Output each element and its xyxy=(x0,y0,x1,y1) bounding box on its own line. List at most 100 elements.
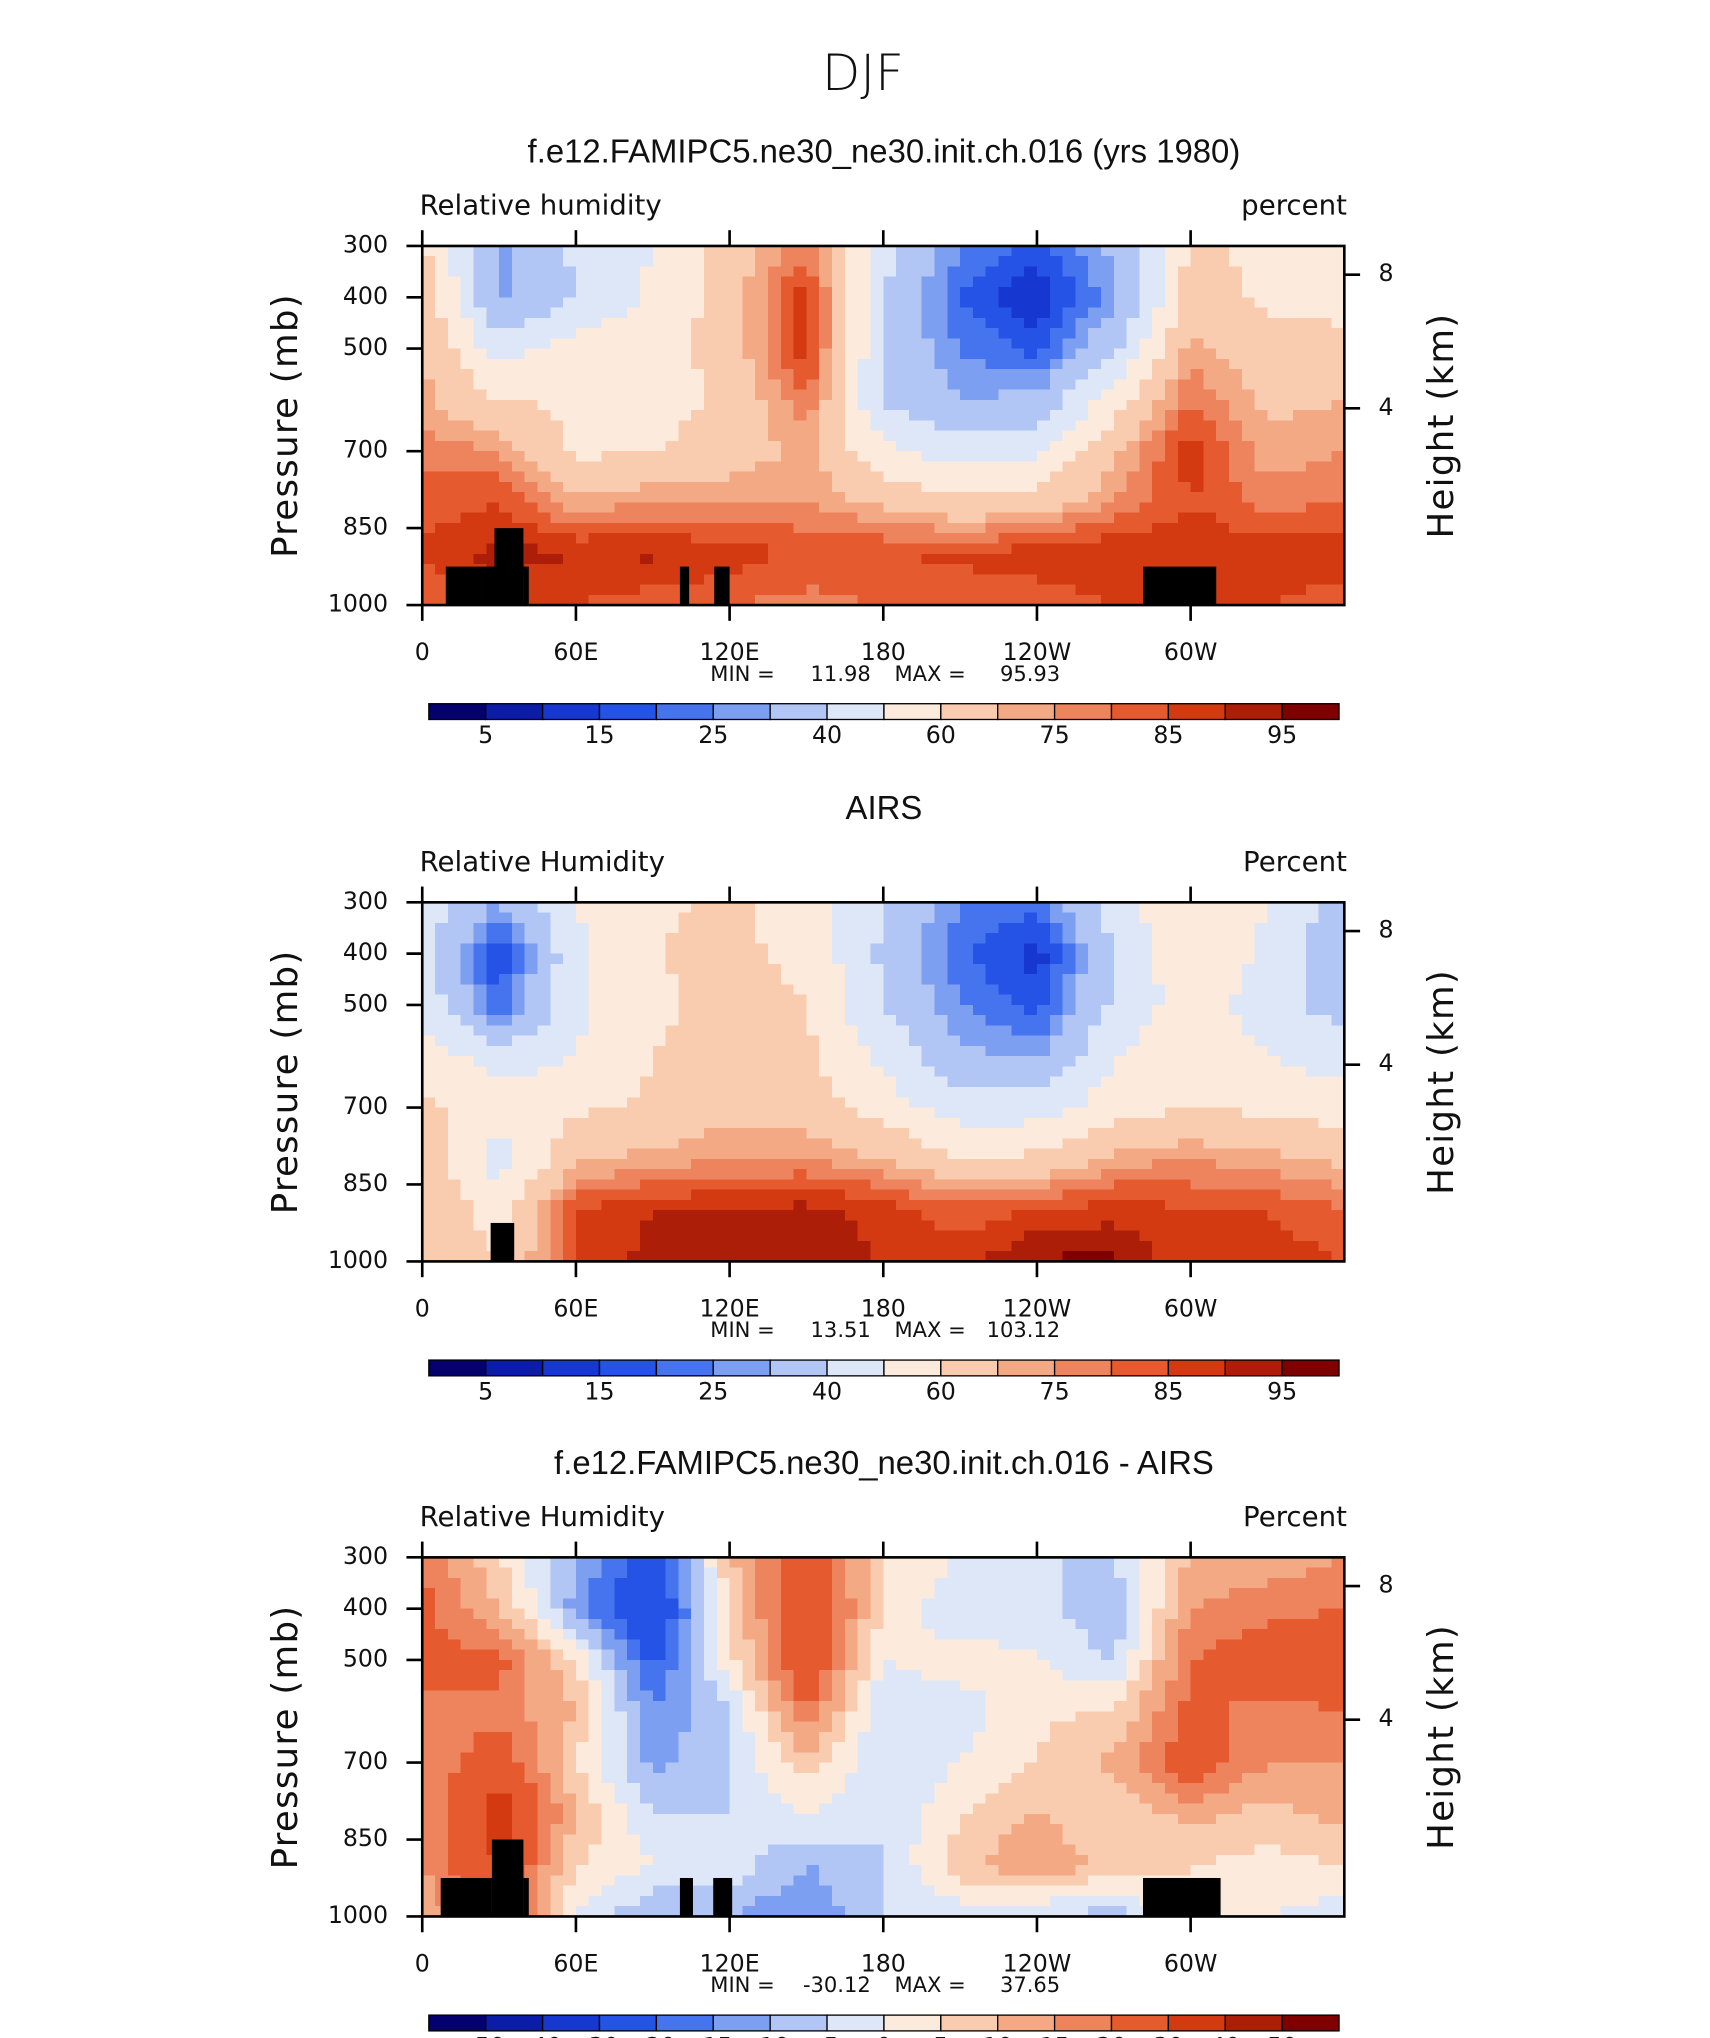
contour-cell xyxy=(601,1035,616,1047)
contour-cell xyxy=(575,963,590,975)
contour-cell xyxy=(639,522,654,535)
contour-cell xyxy=(1024,307,1038,319)
contour-cell xyxy=(511,512,526,524)
contour-cell xyxy=(819,297,833,309)
contour-cell xyxy=(844,1015,859,1027)
contour-cell xyxy=(742,420,757,432)
contour-cell xyxy=(537,266,552,278)
contour-cell xyxy=(639,461,654,473)
contour-cell xyxy=(665,1210,680,1222)
contour-cell xyxy=(614,461,628,473)
contour-cell xyxy=(716,933,731,945)
contour-cell xyxy=(832,410,846,422)
contour-cell xyxy=(1254,1158,1269,1170)
contour-cell xyxy=(1024,430,1038,442)
contour-cell xyxy=(857,522,872,535)
contour-cell xyxy=(627,512,641,524)
contour-cell xyxy=(819,974,833,986)
contour-cell xyxy=(985,1107,1000,1119)
contour-cell xyxy=(678,1128,692,1140)
contour-cell xyxy=(639,492,654,504)
contour-cell xyxy=(665,1066,680,1078)
contour-cell xyxy=(460,1128,475,1140)
contour-cell xyxy=(1088,1045,1102,1058)
contour-cell xyxy=(844,1004,859,1016)
contour-cell xyxy=(665,1251,680,1263)
contour-cell xyxy=(627,1158,641,1170)
contour-cell xyxy=(1203,348,1218,360)
contour-cell xyxy=(652,974,667,986)
contour-cell xyxy=(550,430,564,442)
contour-cell xyxy=(627,1148,641,1160)
contour-cell xyxy=(639,1169,654,1181)
contour-cell xyxy=(422,902,436,914)
contour-cell xyxy=(1126,1056,1141,1068)
contour-cell xyxy=(1254,348,1269,360)
contour-cell xyxy=(460,1066,475,1078)
contour-cell xyxy=(486,440,500,452)
contour-cell xyxy=(486,328,500,340)
contour-cell xyxy=(473,1189,488,1201)
contour-cell xyxy=(742,1251,757,1263)
contour-cell xyxy=(1011,389,1025,401)
contour-cell xyxy=(550,338,564,350)
contour-cell xyxy=(768,399,782,411)
contour-cell xyxy=(614,481,628,493)
contour-cell xyxy=(601,348,616,360)
contour-cell xyxy=(601,594,616,606)
contour-cell xyxy=(1075,379,1089,391)
contour-cell xyxy=(960,440,974,452)
contour-cell xyxy=(435,358,449,370)
contour-cell xyxy=(550,953,564,965)
contour-cell xyxy=(896,933,910,945)
contour-cell xyxy=(832,1004,846,1016)
contour-cell xyxy=(563,1179,577,1191)
contour-cell xyxy=(857,1025,872,1037)
contour-cell xyxy=(742,543,757,555)
contour-cell xyxy=(588,266,603,278)
contour-cell xyxy=(614,1158,628,1170)
contour-cell xyxy=(511,1015,526,1027)
contour-cell xyxy=(1075,1015,1089,1027)
contour-cell xyxy=(1062,1056,1077,1068)
contour-cell xyxy=(870,1117,885,1129)
contour-cell xyxy=(1126,594,1141,606)
contour-cell xyxy=(1165,1015,1179,1027)
contour-cell xyxy=(1229,1035,1243,1047)
contour-cell xyxy=(1241,1138,1256,1150)
contour-cell xyxy=(665,984,680,996)
contour-cell xyxy=(960,533,974,545)
contour-cell xyxy=(639,564,654,576)
contour-cell xyxy=(934,543,949,555)
contour-cell xyxy=(639,1138,654,1150)
contour-cell xyxy=(806,266,821,278)
contour-cell xyxy=(1049,420,1064,432)
contour-cell xyxy=(678,512,692,524)
topography-mask xyxy=(445,566,495,606)
contour-cell xyxy=(473,1004,488,1016)
contour-cell xyxy=(575,410,590,422)
contour-cell xyxy=(768,369,782,381)
contour-cell xyxy=(665,1128,680,1140)
contour-cell xyxy=(1216,440,1230,452)
contour-cell xyxy=(1203,471,1218,483)
contour-cell xyxy=(665,1045,680,1058)
contour-cell xyxy=(703,584,718,596)
contour-cell xyxy=(614,245,628,258)
contour-cell xyxy=(1126,1107,1141,1119)
contour-cell xyxy=(524,379,539,391)
contour-cell xyxy=(1203,451,1218,463)
contour-cell xyxy=(511,348,526,360)
contour-cell xyxy=(729,1138,744,1150)
contour-cell xyxy=(639,481,654,493)
contour-cell xyxy=(499,1210,513,1222)
contour-cell xyxy=(921,389,936,401)
contour-cell xyxy=(601,1025,616,1037)
contour-cell xyxy=(511,1169,526,1181)
contour-cell xyxy=(908,410,923,422)
contour-cell xyxy=(896,1117,910,1129)
contour-cell xyxy=(627,1169,641,1181)
contour-cell xyxy=(729,574,744,586)
contour-cell xyxy=(1113,1117,1128,1129)
contour-cell xyxy=(1318,399,1333,411)
